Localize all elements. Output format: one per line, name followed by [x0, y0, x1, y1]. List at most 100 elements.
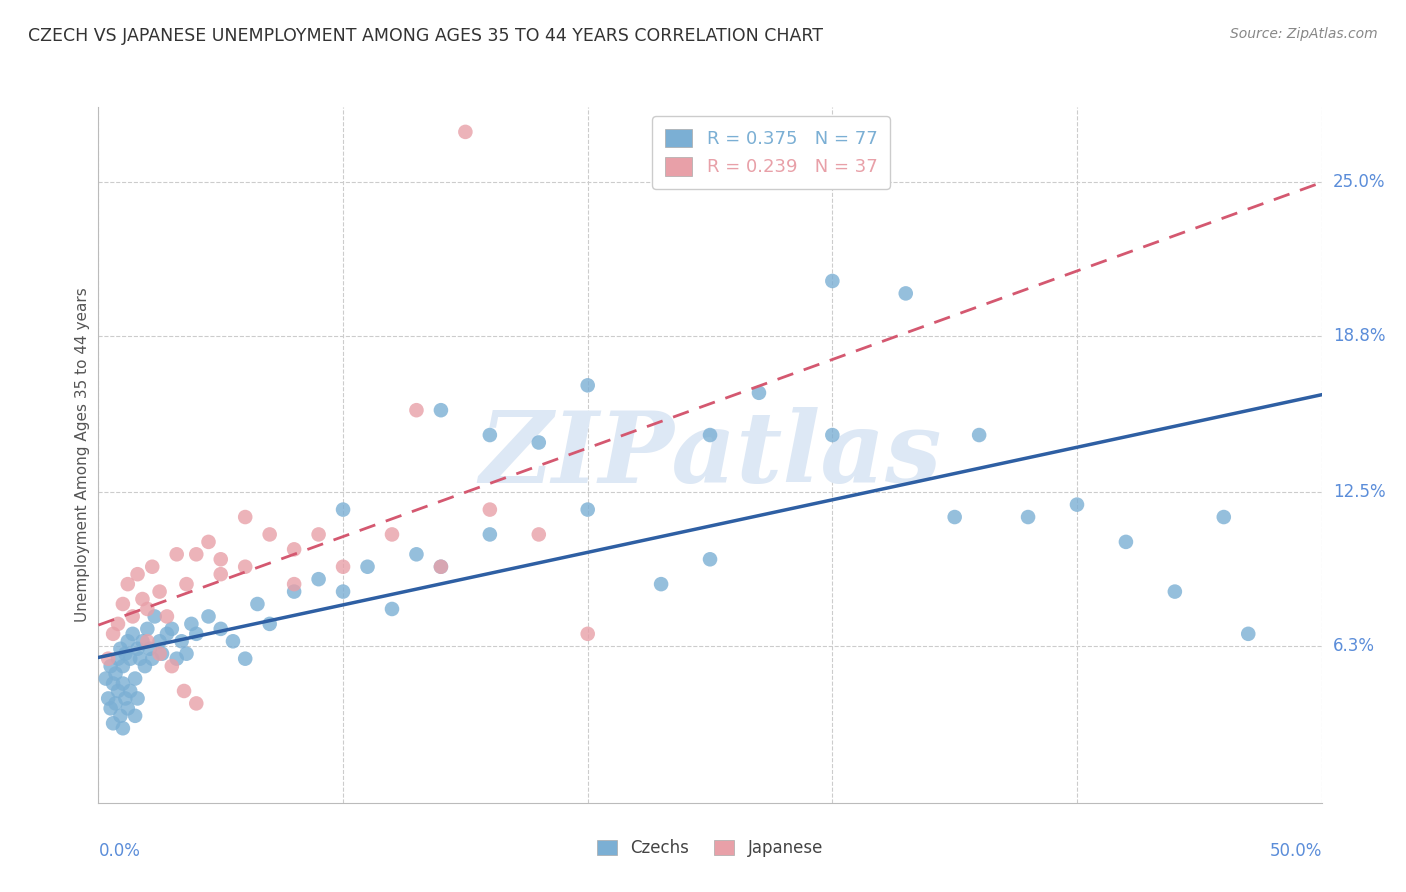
Point	[127, 691, 149, 706]
Point	[107, 616, 129, 631]
Text: 50.0%: 50.0%	[1270, 842, 1322, 860]
Point	[576, 627, 599, 641]
Point	[104, 697, 127, 711]
Point	[143, 609, 166, 624]
Point	[1212, 510, 1234, 524]
Point	[821, 428, 844, 442]
Point	[127, 641, 149, 656]
Point	[104, 666, 127, 681]
Point	[136, 634, 159, 648]
Point	[233, 510, 256, 524]
Point	[748, 385, 770, 400]
Text: CZECH VS JAPANESE UNEMPLOYMENT AMONG AGES 35 TO 44 YEARS CORRELATION CHART: CZECH VS JAPANESE UNEMPLOYMENT AMONG AGE…	[28, 27, 823, 45]
Point	[209, 622, 232, 636]
Point	[114, 647, 136, 661]
Text: 18.8%: 18.8%	[1333, 326, 1385, 344]
Point	[111, 721, 134, 735]
Point	[117, 634, 139, 648]
Point	[233, 559, 256, 574]
Point	[156, 627, 179, 641]
Point	[283, 584, 305, 599]
Point	[527, 527, 550, 541]
Point	[136, 602, 159, 616]
Point	[527, 435, 550, 450]
Point	[149, 584, 172, 599]
Point	[136, 622, 159, 636]
Point	[283, 542, 305, 557]
Point	[134, 659, 156, 673]
Point	[699, 428, 721, 442]
Point	[124, 672, 146, 686]
Point	[149, 647, 172, 661]
Point	[111, 597, 134, 611]
Legend: Czechs, Japanese: Czechs, Japanese	[591, 833, 830, 864]
Point	[356, 559, 378, 574]
Point	[166, 547, 188, 561]
Point	[117, 577, 139, 591]
Point	[405, 547, 427, 561]
Point	[478, 428, 501, 442]
Text: 25.0%: 25.0%	[1333, 172, 1385, 191]
Point	[894, 286, 917, 301]
Point	[110, 708, 132, 723]
Point	[139, 641, 162, 656]
Point	[381, 602, 404, 616]
Point	[259, 616, 281, 631]
Point	[478, 527, 501, 541]
Point	[120, 684, 142, 698]
Point	[209, 552, 232, 566]
Point	[150, 647, 173, 661]
Point	[131, 592, 153, 607]
Point	[100, 659, 122, 673]
Point	[1017, 510, 1039, 524]
Point	[107, 684, 129, 698]
Point	[943, 510, 966, 524]
Point	[233, 651, 256, 665]
Point	[129, 651, 152, 665]
Point	[121, 627, 143, 641]
Point	[405, 403, 427, 417]
Point	[97, 691, 120, 706]
Point	[97, 651, 120, 665]
Point	[650, 577, 672, 591]
Point	[127, 567, 149, 582]
Point	[160, 659, 183, 673]
Point	[197, 535, 219, 549]
Point	[1164, 584, 1187, 599]
Point	[141, 651, 163, 665]
Point	[111, 659, 134, 673]
Point	[246, 597, 269, 611]
Point	[141, 559, 163, 574]
Point	[381, 527, 404, 541]
Point	[332, 502, 354, 516]
Point	[180, 616, 202, 631]
Point	[176, 577, 198, 591]
Point	[124, 708, 146, 723]
Point	[156, 609, 179, 624]
Point	[430, 559, 453, 574]
Point	[111, 676, 134, 690]
Point	[186, 627, 208, 641]
Point	[454, 125, 477, 139]
Point	[173, 684, 195, 698]
Point	[101, 627, 124, 641]
Point	[131, 634, 153, 648]
Point	[1115, 535, 1137, 549]
Point	[100, 701, 122, 715]
Point	[576, 378, 599, 392]
Point	[209, 567, 232, 582]
Point	[332, 559, 354, 574]
Point	[197, 609, 219, 624]
Point	[332, 584, 354, 599]
Point	[149, 634, 172, 648]
Point	[160, 622, 183, 636]
Point	[430, 403, 453, 417]
Point	[821, 274, 844, 288]
Point	[121, 609, 143, 624]
Y-axis label: Unemployment Among Ages 35 to 44 years: Unemployment Among Ages 35 to 44 years	[75, 287, 90, 623]
Point	[478, 502, 501, 516]
Text: 12.5%: 12.5%	[1333, 483, 1385, 501]
Text: Source: ZipAtlas.com: Source: ZipAtlas.com	[1230, 27, 1378, 41]
Point	[699, 552, 721, 566]
Point	[1066, 498, 1088, 512]
